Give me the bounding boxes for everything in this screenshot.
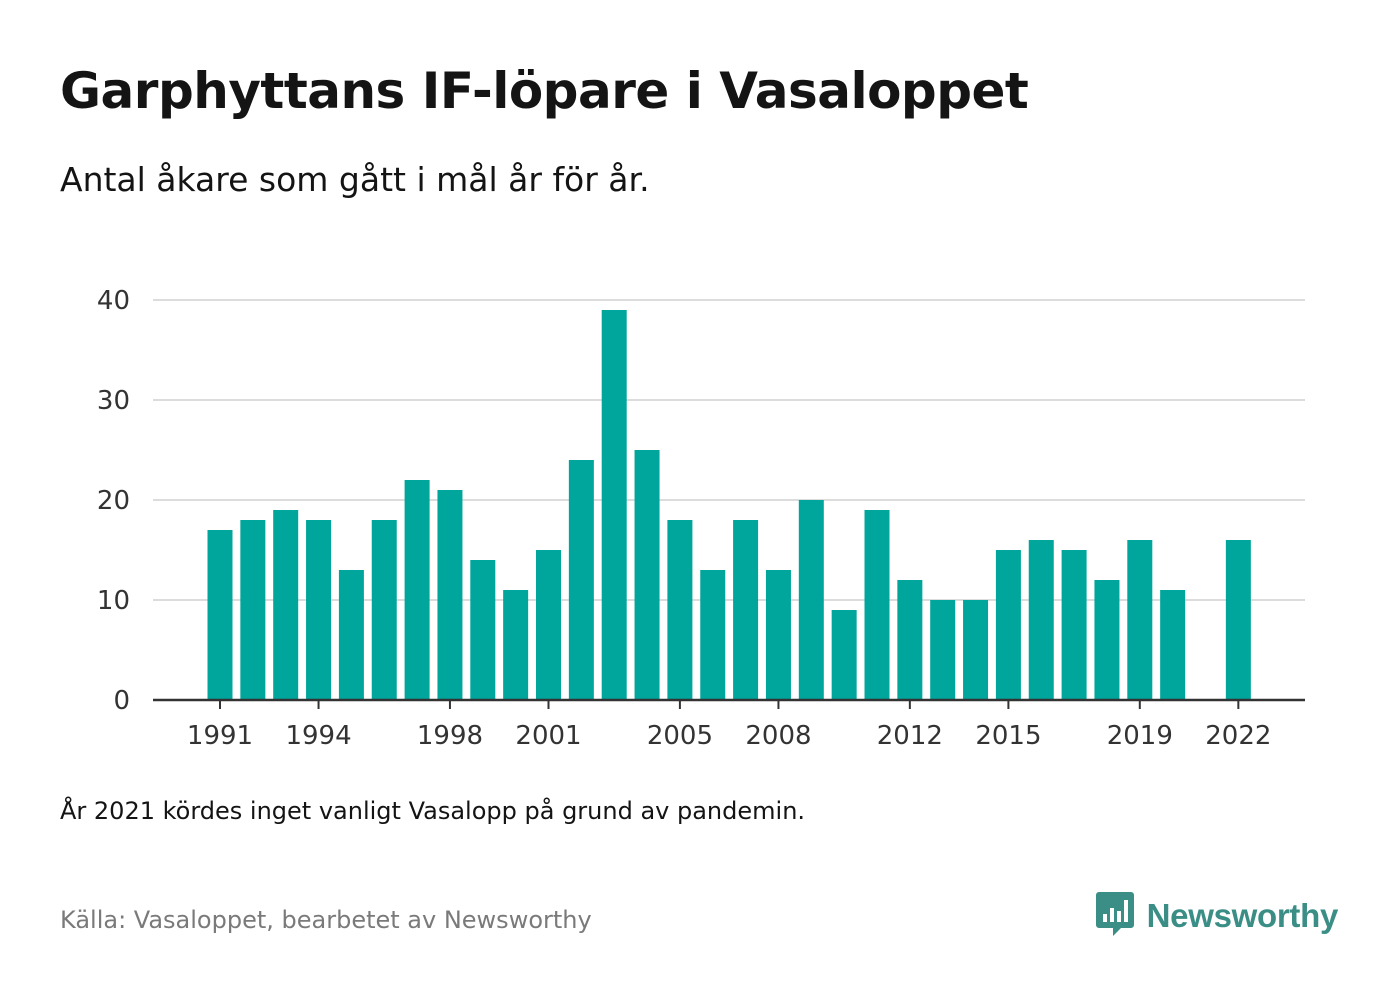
bar-2007 [733, 520, 759, 700]
bar-2004 [634, 450, 660, 700]
bar-chart-speech-bubble-icon [1095, 890, 1135, 942]
bar-1999 [470, 560, 496, 700]
bar-2005 [667, 520, 693, 700]
y-tick-label: 10 [97, 586, 130, 616]
bar-2013 [930, 600, 956, 700]
x-tick-label: 1991 [187, 721, 253, 751]
bar-2011 [864, 510, 890, 700]
x-tick-label: 2015 [975, 721, 1041, 751]
bar-2022 [1225, 540, 1251, 700]
bar-2000 [503, 590, 529, 700]
y-tick-label: 40 [97, 286, 130, 316]
bar-1994 [306, 520, 332, 700]
x-tick-label: 2022 [1205, 721, 1271, 751]
bar-2006 [700, 570, 726, 700]
source-credit: Källa: Vasaloppet, bearbetet av Newswort… [60, 906, 592, 934]
x-tick-label: 1998 [417, 721, 483, 751]
bar-2001 [536, 550, 561, 700]
bar-2003 [601, 310, 627, 700]
x-tick-label: 2005 [647, 721, 713, 751]
bar-1997 [404, 480, 430, 700]
x-tick-label: 1994 [285, 721, 351, 751]
bar-chart: 0 10 20 30 40 1991 1994 1998 2001 2005 2008 2012 20… [97, 286, 1305, 751]
bar-2016 [1028, 540, 1054, 700]
bars [207, 310, 1251, 700]
footnote: År 2021 kördes inget vanligt Vasalopp på… [60, 797, 806, 825]
bar-1996 [371, 520, 397, 700]
y-tick-label: 30 [97, 386, 130, 416]
bar-1991 [207, 530, 233, 700]
bar-2002 [568, 460, 594, 700]
brand-name: Newsworthy [1146, 897, 1339, 934]
y-tick-labels: 0 10 20 30 40 [97, 286, 130, 716]
x-tick-label: 2019 [1107, 721, 1173, 751]
bar-2017 [1061, 550, 1087, 700]
bar-1995 [338, 570, 364, 700]
bar-1998 [437, 490, 463, 700]
bar-2012 [897, 580, 923, 700]
chart-subtitle: Antal åkare som gått i mål år för år. [60, 160, 650, 199]
y-tick-label: 20 [97, 486, 130, 516]
bar-1993 [273, 510, 299, 700]
x-tick-label: 2008 [745, 721, 811, 751]
bar-2010 [831, 610, 857, 700]
bar-1992 [240, 520, 266, 700]
bar-2015 [995, 550, 1021, 700]
x-tick-label: 2001 [515, 721, 581, 751]
bar-2018 [1094, 580, 1120, 700]
x-tick-label: 2012 [877, 721, 943, 751]
bar-2019 [1127, 540, 1153, 700]
brand-logo: Newsworthy [1095, 890, 1338, 942]
bar-2020 [1160, 590, 1186, 700]
bar-2009 [798, 500, 824, 700]
x-axis [153, 698, 1305, 709]
x-tick-labels: 1991 1994 1998 2001 2005 2008 2012 2015 2019 2022 [187, 721, 1272, 751]
y-tick-label: 0 [113, 686, 130, 716]
bar-2014 [963, 600, 989, 700]
chart-title: Garphyttans IF-löpare i Vasaloppet [60, 62, 1029, 120]
bar-2008 [765, 570, 791, 700]
